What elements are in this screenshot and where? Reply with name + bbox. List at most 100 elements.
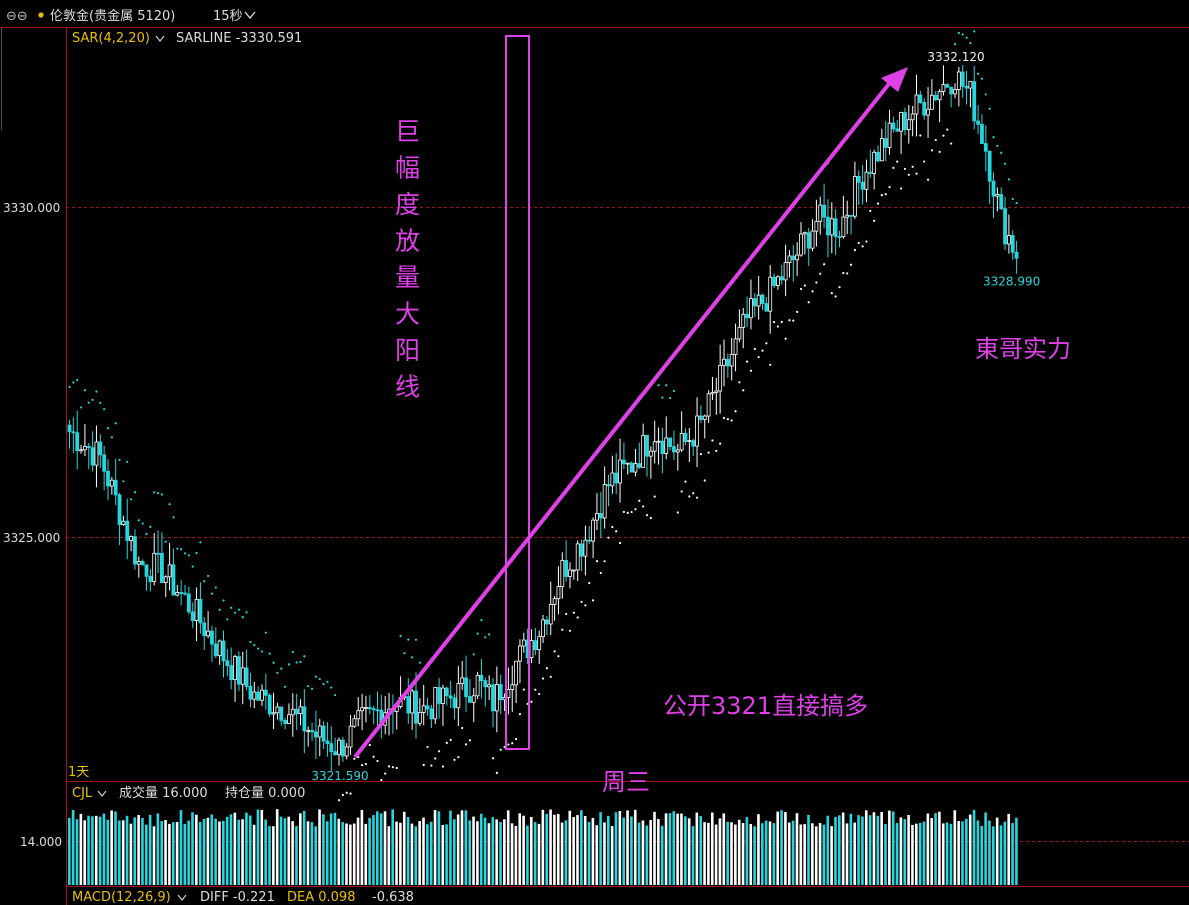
candle-body <box>918 94 923 103</box>
candle-body <box>706 393 711 417</box>
volume-bar <box>938 811 941 885</box>
volume-bar <box>984 812 987 885</box>
volume-bar <box>530 817 533 885</box>
sar-dot <box>923 160 926 163</box>
sar-dot <box>926 178 930 181</box>
sar-dot <box>838 286 841 289</box>
candle-body <box>186 593 191 613</box>
sar-dot <box>180 548 183 551</box>
sar-dot <box>584 604 587 607</box>
sar-dot <box>811 290 814 293</box>
sar-indicator-label[interactable]: SAR(4,2,20) <box>72 31 150 46</box>
sar-dot <box>592 599 595 602</box>
candle-body <box>321 725 326 742</box>
volume-bar <box>264 819 267 885</box>
volume-bar <box>822 824 826 885</box>
candle-body <box>602 484 607 519</box>
volume-bar <box>75 819 79 885</box>
sar-dot <box>449 738 452 742</box>
volume-bar <box>222 820 225 885</box>
sar-dot <box>853 249 857 252</box>
sar-chevron-icon[interactable] <box>155 35 165 42</box>
candle-body <box>248 686 253 700</box>
candle-body <box>595 513 599 521</box>
volume-bar <box>641 820 645 885</box>
candle-body <box>679 432 684 451</box>
sar-dot <box>303 655 306 658</box>
macd-label[interactable]: MACD(12,26,9) <box>72 890 171 905</box>
candle-body <box>290 708 295 716</box>
candle-body <box>541 619 545 638</box>
volume-bar <box>241 819 244 885</box>
sar-dot <box>715 449 718 452</box>
sar-dot <box>368 743 371 747</box>
candle-body <box>283 720 288 724</box>
candle-body <box>121 520 126 525</box>
candle-body <box>764 303 769 312</box>
sar-dot <box>326 680 329 683</box>
candle-body <box>926 108 930 116</box>
volume-bar <box>784 812 787 885</box>
sar-dot <box>622 510 626 514</box>
candle-body <box>329 743 334 752</box>
volume-bar <box>402 811 406 885</box>
sar-dot <box>445 741 448 744</box>
candle-body <box>529 640 534 658</box>
chevron-down-icon[interactable] <box>244 11 256 20</box>
candle-body <box>725 358 730 367</box>
sar-dot <box>191 565 194 568</box>
sar-dot <box>310 687 314 690</box>
volume-bar <box>499 821 502 885</box>
volume-bar <box>360 809 364 885</box>
volume-bar <box>626 810 629 885</box>
sar-dot <box>91 398 94 401</box>
volume-bar <box>71 810 75 885</box>
cjl-chevron-icon[interactable] <box>97 790 107 797</box>
volume-bar <box>649 820 652 885</box>
candle-body <box>560 560 565 588</box>
macd-chevron-icon[interactable] <box>177 894 187 901</box>
cjl-label[interactable]: CJL <box>72 786 93 801</box>
sar-dot <box>387 765 391 768</box>
volume-bar <box>372 815 375 885</box>
candle-body <box>183 592 187 595</box>
sar-dot <box>268 652 271 655</box>
candle-body <box>552 598 557 605</box>
candle-body <box>672 446 676 453</box>
candle-body <box>287 714 291 724</box>
volume-bars <box>68 809 1018 885</box>
volume-bar <box>992 826 995 885</box>
candle-body <box>910 113 915 121</box>
link-icon[interactable]: ⊖⊖ <box>6 9 28 24</box>
sar-dot <box>849 263 853 266</box>
candle-body <box>606 484 611 487</box>
candle-body <box>887 122 892 148</box>
candle-body <box>737 326 742 340</box>
volume-bar <box>537 823 541 885</box>
candle-body <box>159 552 164 583</box>
volume-bar <box>341 822 344 885</box>
sar-dot <box>765 342 768 345</box>
sar-dot <box>603 560 606 563</box>
candle-body <box>217 640 222 657</box>
candle-body <box>333 751 338 756</box>
candle-body <box>864 171 869 190</box>
candle-body <box>648 450 653 457</box>
interval-selector[interactable]: 15秒 <box>213 9 243 24</box>
sar-dot <box>72 381 75 384</box>
volume-bar <box>603 822 606 885</box>
sar-dot <box>76 378 79 382</box>
candle-body <box>533 640 538 651</box>
volume-bar <box>333 812 337 885</box>
candle-body <box>467 696 472 703</box>
volume-bar <box>618 811 622 885</box>
instrument-name[interactable]: 伦敦金(贵金属 5120) <box>50 8 175 24</box>
sar-dot <box>337 799 341 802</box>
candle-body <box>375 709 380 712</box>
sar-dot <box>861 245 864 248</box>
candle-body <box>171 564 176 596</box>
sar-dot <box>919 134 922 137</box>
sar-dot <box>353 757 356 760</box>
sar-dot <box>133 491 137 494</box>
candle-body <box>710 392 715 395</box>
